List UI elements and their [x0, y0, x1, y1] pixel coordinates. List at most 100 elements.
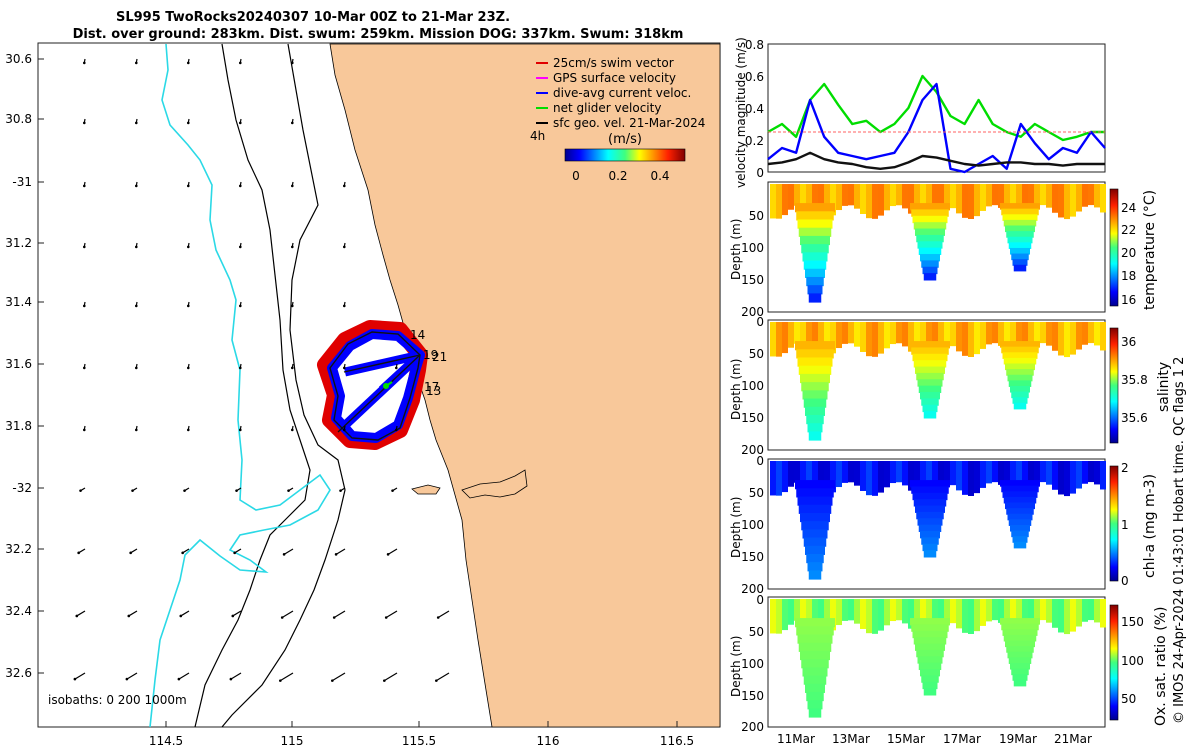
velocity-arrow-head — [183, 489, 186, 492]
section-dive-cell — [917, 241, 943, 249]
section-surface-cell — [908, 599, 914, 629]
colorbar-tick-0: 0 — [572, 169, 580, 183]
section-dive-cell — [802, 529, 828, 539]
velocity-arrow-head — [342, 304, 346, 308]
section-surface-cell — [794, 599, 800, 621]
section-surface-cell — [1010, 184, 1016, 218]
sal-cbar-36: 36 — [1121, 335, 1136, 349]
section-dive-cell — [913, 637, 947, 645]
section-surface-cell — [866, 461, 872, 496]
velocity-arrow-head — [82, 184, 86, 188]
map-ytick-32.4: 32.4 — [5, 604, 32, 618]
velocity-arrow-head — [134, 428, 138, 432]
section-surface-cell — [968, 322, 974, 357]
section-dive-cell — [917, 518, 943, 526]
section-surface-cell — [1094, 599, 1100, 623]
section-surface-cell — [1010, 322, 1016, 356]
section-dive-cell — [797, 219, 833, 229]
section-surface-cell — [1016, 599, 1022, 635]
section-dive-cell — [803, 537, 827, 547]
section-surface-cell — [818, 322, 824, 357]
section-surface-cell — [866, 599, 872, 634]
velocity-arrow-head — [82, 304, 86, 308]
section-surface-cell — [788, 599, 794, 625]
isobath-200 — [221, 43, 346, 728]
section-dive-cell — [918, 385, 942, 394]
velocity-arrow-head — [332, 616, 336, 619]
section-surface-cell — [920, 184, 926, 219]
velocity-arrow-head — [386, 553, 390, 556]
section-dive-cell — [921, 398, 939, 406]
section-surface-cell — [1058, 322, 1064, 356]
section-surface-cell — [812, 461, 818, 492]
section-surface-cell — [914, 461, 920, 496]
temperature-section — [770, 184, 1106, 303]
section-surface-cell — [860, 599, 866, 629]
section-surface-cell — [974, 184, 980, 217]
legend-label-current: dive-avg current veloc. — [553, 86, 691, 100]
section-dive-cell — [921, 537, 939, 545]
section-surface-cell — [1016, 461, 1022, 497]
section-surface-cell — [1022, 322, 1028, 355]
section-dive-cell — [916, 234, 944, 243]
section-surface-cell — [848, 461, 854, 483]
ox-xtick-13Mar: 13Mar — [832, 732, 870, 746]
section-dive-cell — [1005, 225, 1035, 233]
velocity-arrow-head — [238, 184, 242, 188]
legend-label-net: net glider velocity — [553, 101, 661, 115]
section-surface-cell — [992, 322, 998, 344]
section-surface-cell — [1088, 461, 1094, 483]
velocity-arrow — [230, 672, 242, 680]
section-surface-cell — [830, 322, 836, 354]
section-surface-cell — [776, 461, 782, 496]
section-dive-cell — [921, 260, 939, 268]
section-surface-cell — [1058, 599, 1064, 633]
velocity-arrow-head — [435, 679, 438, 682]
temp-depth-50: 50 — [749, 209, 764, 223]
velocity-arrow-head — [186, 121, 190, 125]
temperature-colorbar — [1109, 188, 1119, 307]
map-island — [411, 484, 441, 495]
ox-depth-0: 0 — [756, 593, 764, 607]
section-surface-cell — [872, 184, 878, 219]
section-surface-cell — [776, 184, 782, 219]
section-surface-cell — [1028, 184, 1034, 212]
section-surface-cell — [1028, 461, 1034, 489]
section-surface-cell — [1022, 461, 1028, 494]
velocity-arrow-head — [238, 366, 242, 370]
section-dive-cell — [913, 222, 947, 230]
chl-depth-150: 150 — [741, 550, 764, 564]
vel-ytick-0.2: 0.2 — [745, 134, 764, 148]
oxygen-colorbar — [1109, 604, 1119, 721]
section-dive-cell — [805, 683, 825, 693]
vel-ytick-0.6: 0.6 — [745, 70, 764, 84]
section-surface-cell — [956, 184, 962, 214]
velocity-arrow — [76, 610, 86, 617]
section-dive-cell — [1011, 530, 1029, 538]
vel-ytick-0.8: 0.8 — [745, 38, 764, 52]
section-dive-cell — [795, 341, 835, 351]
velocity-arrow — [333, 610, 346, 619]
section-surface-cell — [812, 599, 818, 630]
legend-label-sfc: sfc geo. vel. 21-Mar-2024 — [553, 116, 705, 130]
chl-cbar-1: 1 — [1121, 518, 1129, 532]
section-dive-cell — [807, 285, 823, 295]
temp-depth-150: 150 — [741, 273, 764, 287]
section-surface-cell — [1046, 461, 1052, 485]
day-label-19: 19 — [423, 348, 438, 362]
sal-depth-0: 0 — [756, 315, 764, 329]
section-surface-cell — [1058, 461, 1064, 495]
section-dive-cell — [805, 406, 825, 416]
section-surface-cell — [956, 461, 962, 491]
temp-ylabel: Depth (m) — [729, 219, 743, 280]
section-surface-cell — [830, 461, 836, 493]
section-surface-cell — [812, 184, 818, 215]
legend-interval: 4h — [530, 129, 545, 143]
section-surface-cell — [782, 599, 788, 631]
section-dive-cell — [795, 618, 835, 628]
section-surface-cell — [1064, 322, 1070, 358]
temp-cbar-label: temperature (°C) — [1142, 190, 1158, 310]
velocity-arrow-head — [134, 61, 138, 65]
section-surface-cell — [1040, 184, 1046, 206]
section-surface-cell — [950, 599, 956, 624]
